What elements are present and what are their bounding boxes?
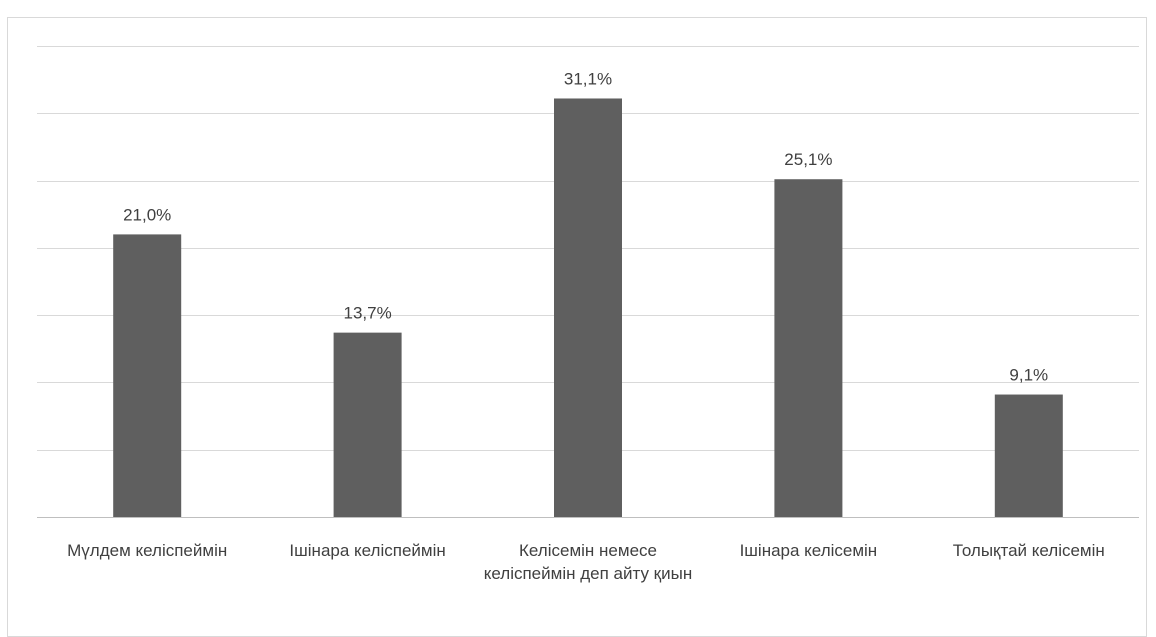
data-label: 9,1% bbox=[1009, 366, 1048, 385]
data-label: 31,1% bbox=[564, 69, 612, 88]
category-label: Толықтай келісемін bbox=[952, 541, 1105, 560]
data-label: 25,1% bbox=[784, 150, 832, 169]
data-labels: 21,0% 13,7% 31,1% 25,1% 9,1% bbox=[123, 69, 1048, 384]
bar bbox=[554, 98, 622, 518]
category-label: Ішінара келіспеймін bbox=[289, 541, 446, 560]
bar bbox=[333, 332, 402, 517]
data-label: 21,0% bbox=[123, 205, 171, 224]
category-label: Ішінара келісемін bbox=[739, 541, 878, 560]
bar bbox=[994, 394, 1063, 517]
bar bbox=[774, 179, 843, 517]
bar bbox=[113, 234, 182, 517]
bars bbox=[113, 98, 1063, 518]
category-label: Келісемін немесе келіспеймін деп айту қи… bbox=[483, 541, 693, 583]
data-label: 13,7% bbox=[343, 304, 391, 323]
category-label: Мүлдем келіспеймін bbox=[67, 541, 228, 560]
